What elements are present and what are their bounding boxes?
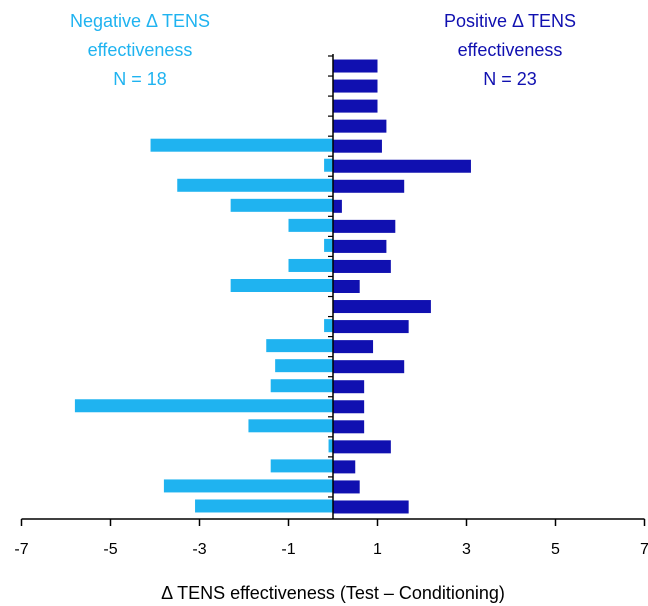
x-tick-label: -5 <box>103 541 117 558</box>
bar <box>177 178 333 192</box>
bar <box>333 360 405 374</box>
bar <box>324 238 333 252</box>
bar <box>270 379 333 393</box>
bar <box>333 259 391 273</box>
series-label: Positive Δ TENS <box>444 11 576 31</box>
bar <box>74 399 334 413</box>
bar <box>333 380 365 394</box>
bar <box>324 158 333 172</box>
bar <box>333 320 409 334</box>
bar <box>248 419 333 433</box>
bar <box>333 280 360 293</box>
bar <box>333 400 365 414</box>
bar <box>288 218 333 232</box>
bar <box>333 440 391 454</box>
bar <box>195 499 333 513</box>
x-tick-label: 1 <box>373 541 382 558</box>
bar <box>275 359 333 373</box>
bar <box>333 480 360 494</box>
bar <box>333 119 387 133</box>
x-tick-label: -7 <box>14 541 28 558</box>
bar <box>333 420 365 434</box>
bar <box>333 79 378 93</box>
bar <box>333 199 342 213</box>
x-tick-label: 3 <box>462 541 471 558</box>
bar <box>163 479 333 493</box>
bar <box>328 439 333 453</box>
bar <box>230 198 333 212</box>
bar <box>333 159 471 173</box>
bar <box>324 319 333 333</box>
bar <box>266 339 333 353</box>
bar <box>150 138 333 152</box>
bar <box>270 459 333 473</box>
series-label: Negative Δ TENS <box>70 11 210 31</box>
x-tick-label: 7 <box>640 541 648 558</box>
series-label: effectiveness <box>88 40 193 60</box>
bar <box>333 300 431 314</box>
bar <box>333 460 356 474</box>
bar <box>333 219 396 233</box>
bar <box>333 99 378 113</box>
series-label: N = 18 <box>113 69 167 89</box>
bar <box>333 500 409 514</box>
x-axis-label: Δ TENS effectiveness (Test – Conditionin… <box>161 583 505 603</box>
bar <box>333 179 405 193</box>
bar <box>333 139 382 153</box>
x-tick-label: -1 <box>281 541 295 558</box>
bar <box>333 239 387 253</box>
bar <box>230 279 333 292</box>
series-label: effectiveness <box>458 40 563 60</box>
series-label: N = 23 <box>483 69 537 89</box>
x-tick-label: -3 <box>192 541 206 558</box>
bar <box>333 59 378 73</box>
bar <box>288 258 333 272</box>
x-tick-label: 5 <box>551 541 560 558</box>
bar <box>333 340 374 354</box>
